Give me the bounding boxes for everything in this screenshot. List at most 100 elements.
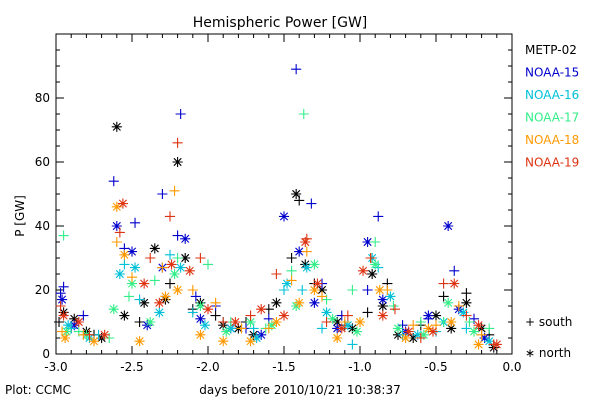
noaa-19-north-point — [139, 278, 150, 289]
noaa-16-north-point — [63, 320, 74, 331]
metp-02-north-point — [367, 268, 378, 280]
noaa-15-south-point — [157, 188, 168, 200]
noaa-15-north-point — [362, 236, 373, 248]
noaa-19-north-point — [166, 259, 177, 270]
noaa-18-south-point — [453, 300, 464, 312]
metp-02-south-point — [362, 307, 373, 318]
metp-02-north-point — [149, 243, 160, 254]
noaa-15-north-point — [111, 220, 122, 232]
noaa-16-south-point — [187, 307, 198, 318]
noaa-17-north-point — [468, 326, 480, 337]
noaa-17-south-point — [172, 252, 183, 264]
metp-02-north-point — [300, 259, 311, 270]
noaa-18-south-point — [157, 262, 168, 273]
metp-02-north-point — [111, 121, 122, 132]
y-axis-tick-labels: 0 20 40 60 80 — [35, 91, 50, 361]
noaa-18-north-point — [218, 336, 229, 347]
legend-noaa-16: NOAA-16 — [525, 88, 579, 102]
noaa-16-north-point — [154, 307, 165, 318]
metp-02-north-point — [291, 188, 302, 200]
metp-02-north-point — [332, 316, 343, 328]
noaa-18-north-point — [271, 316, 282, 328]
legend-noaa-17: NOAA-17 — [525, 111, 579, 125]
noaa-15-south-point — [108, 176, 119, 187]
noaa-19-north-point — [117, 198, 128, 209]
metp-02-north-point — [172, 156, 183, 168]
data-points — [53, 64, 502, 353]
noaa-17-north-point — [108, 304, 119, 315]
noaa-16-south-point — [297, 284, 308, 296]
metp-02-north-point — [430, 310, 442, 321]
noaa-15-north-point — [256, 329, 267, 340]
noaa-18-south-point — [236, 323, 247, 334]
noaa-17-north-point — [351, 326, 363, 337]
noaa-17-north-point — [245, 316, 256, 328]
noaa-19-north-point — [403, 326, 414, 337]
noaa-19-south-point — [321, 316, 332, 328]
noaa-17-south-point — [202, 259, 214, 270]
noaa-15-south-point — [190, 291, 201, 302]
metp-02-north-point — [271, 297, 282, 308]
noaa-18-south-point — [316, 291, 328, 302]
x-tick-label: -1.0 — [348, 360, 371, 374]
noaa-19-north-point — [427, 326, 439, 337]
y-axis-ticks — [56, 33, 512, 355]
x-axis-ticks — [55, 34, 513, 354]
noaa-19-south-point — [164, 211, 176, 222]
x-axis-tick-labels: -3.0 -2.5 -2.0 -1.5 -1.0 -0.5 0.0 — [44, 360, 521, 374]
marker-legend: + south ∗ north — [525, 315, 572, 360]
noaa-19-south-point — [271, 268, 282, 280]
y-tick-label: 0 — [42, 347, 50, 361]
x-tick-label: 0.0 — [502, 360, 521, 374]
noaa-18-south-point — [210, 297, 221, 308]
noaa-15-south-point — [306, 198, 317, 209]
noaa-15-north-point — [278, 211, 290, 222]
noaa-15-north-point — [180, 233, 191, 244]
noaa-19-south-point — [145, 252, 156, 264]
noaa-15-north-point — [57, 294, 68, 305]
x-tick-label: -1.5 — [272, 360, 295, 374]
noaa-17-north-point — [195, 300, 206, 312]
noaa-17-south-point — [286, 265, 297, 276]
noaa-16-south-point — [461, 323, 472, 334]
noaa-19-north-point — [73, 316, 84, 328]
noaa-19-north-point — [154, 297, 165, 308]
legend-noaa-19: NOAA-19 — [525, 156, 579, 170]
noaa-16-north-point — [175, 262, 186, 273]
noaa-18-south-point — [286, 275, 297, 286]
metp-02-south-point — [438, 291, 449, 302]
noaa-15-south-point — [172, 230, 183, 241]
noaa-18-north-point — [294, 297, 305, 308]
noaa-19-south-point — [245, 310, 256, 321]
noaa-16-south-point — [347, 339, 358, 350]
noaa-19-north-point — [377, 310, 388, 321]
noaa-15-south-point — [449, 265, 460, 276]
marker-legend-plus: + south — [525, 315, 572, 329]
noaa-17-south-point — [370, 236, 381, 248]
noaa-17-south-point — [347, 284, 358, 296]
noaa-18-north-point — [60, 332, 71, 344]
noaa-18-north-point — [111, 201, 122, 212]
noaa-17-north-point — [169, 268, 180, 280]
noaa-19-north-point — [336, 323, 347, 334]
noaa-19-south-point — [114, 227, 125, 238]
noaa-19-south-point — [195, 252, 206, 264]
noaa-18-north-point — [374, 284, 385, 296]
noaa-17-north-point — [126, 278, 138, 289]
noaa-18-south-point — [301, 246, 312, 257]
noaa-18-north-point — [446, 316, 457, 328]
noaa-16-north-point — [484, 336, 495, 347]
noaa-19-north-point — [312, 278, 323, 289]
noaa-19-south-point — [415, 332, 426, 344]
noaa-18-south-point — [111, 236, 122, 248]
noaa-19-north-point — [491, 339, 502, 350]
noaa-19-south-point — [365, 252, 376, 264]
noaa-16-north-point — [225, 323, 236, 334]
x-tick-label: -2.0 — [196, 360, 219, 374]
noaa-18-north-point — [195, 329, 206, 340]
noaa-16-north-point — [114, 268, 125, 280]
noaa-18-south-point — [169, 185, 180, 196]
noaa-18-north-point — [88, 336, 100, 347]
metp-02-north-point — [408, 332, 419, 344]
noaa-19-north-point — [184, 265, 195, 276]
